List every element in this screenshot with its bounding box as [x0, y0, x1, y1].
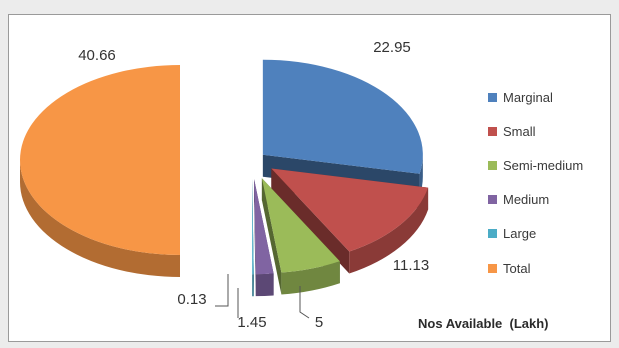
pie-slice-large-top [252, 179, 254, 275]
legend-swatch-total [488, 263, 497, 273]
pie-slice-large-rim [252, 274, 254, 297]
pie-slice-small [271, 168, 429, 274]
pie-slice-semi-medium [261, 178, 340, 295]
pie-slice-total [20, 65, 180, 277]
legend-swatch-semi-medium [488, 160, 497, 170]
pie-slice-semi-medium-rim [281, 261, 340, 295]
pie-slice-semi-medium-wall-1 [261, 178, 282, 295]
legend-swatch-marginal [488, 92, 497, 102]
pie-slice-medium-wall-1 [254, 179, 256, 297]
legend-item-semi-medium: Semi-medium [488, 148, 616, 182]
leader-line-semi-medium [299, 286, 310, 319]
legend-swatch-medium [488, 195, 497, 205]
data-label-marginal: 22.95 [373, 39, 411, 56]
legend-label-small: Small [503, 123, 536, 139]
legend-item-large: Large [488, 217, 616, 251]
legend-item-medium: Medium [488, 183, 616, 217]
data-label-total: 40.66 [78, 47, 116, 64]
pie-slice-medium-rim [255, 273, 274, 297]
data-label-large: 0.13 [177, 291, 206, 308]
pie-slice-total-rim [20, 160, 180, 277]
pie-slice-medium [254, 179, 274, 297]
pie-slice-semi-medium-top [261, 178, 340, 273]
legend-label-medium: Medium [503, 192, 550, 208]
legend-item-total: Total [488, 251, 616, 285]
pie-slice-large [252, 179, 254, 297]
data-label-semi-medium: 5 [315, 314, 323, 331]
pie-slice-total-top [20, 65, 180, 255]
legend-label-semi-medium: Semi-medium [503, 157, 584, 173]
pie-slice-small-wall-1 [271, 168, 350, 274]
pie-slice-small-top [271, 168, 429, 252]
series-name-label: Nos Available (Lakh) [418, 316, 549, 331]
pie-slice-marginal-rim [419, 154, 423, 196]
legend-swatch-small [488, 126, 497, 136]
legend-swatch-large [488, 229, 497, 239]
pie-slice-small-rim [349, 187, 429, 274]
data-label-small: 11.13 [393, 257, 429, 274]
data-label-medium: 1.45 [237, 314, 266, 331]
leader-line-large [215, 274, 229, 307]
legend-item-marginal: Marginal [488, 80, 616, 114]
legend-label-large: Large [503, 226, 537, 242]
legend-label-marginal: Marginal [503, 89, 553, 105]
legend-label-total: Total [503, 260, 531, 276]
pie-slice-marginal-top [262, 59, 423, 174]
pie-slice-medium-top [254, 179, 274, 275]
legend: Marginal Small Semi-medium Medium Large … [488, 80, 616, 285]
legend-item-small: Small [488, 114, 616, 148]
